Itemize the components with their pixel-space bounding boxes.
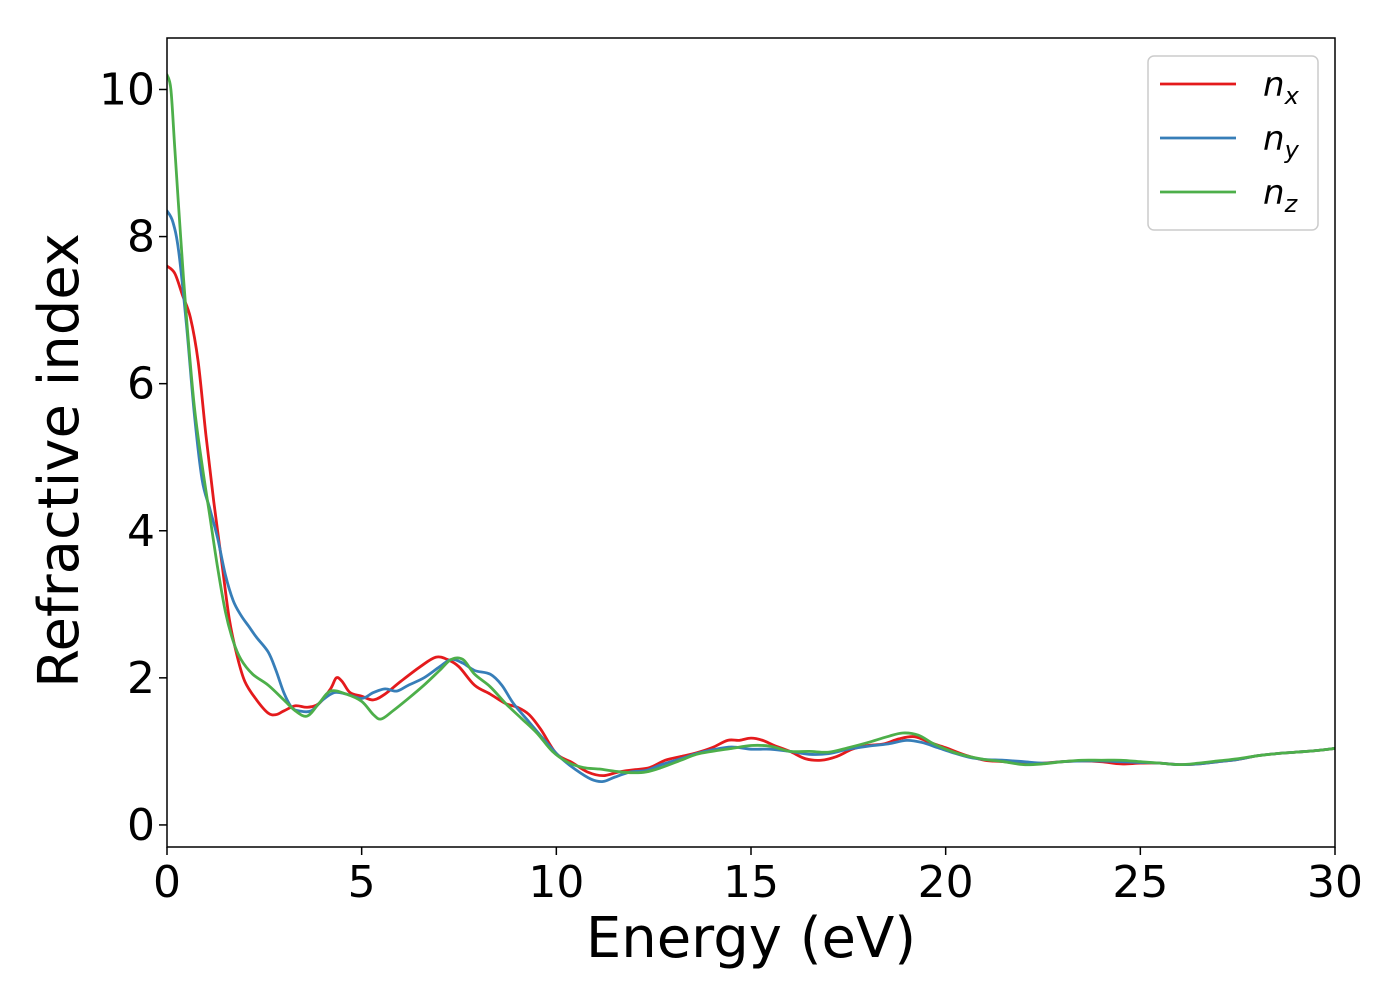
x-tick-label: 10: [528, 857, 584, 908]
legend-label: nx: [1263, 65, 1300, 110]
y-tick-label: 8: [127, 212, 155, 263]
y-axis-ticks: 0 2 4 6 8 10: [99, 64, 167, 851]
y-tick-label: 10: [99, 64, 155, 115]
series-line-x: [167, 264, 1335, 778]
legend-box: [1147, 55, 1319, 231]
series-line-y: [167, 209, 1335, 784]
legend-item-y: ny: [1160, 119, 1300, 164]
x-tick-label: 25: [1112, 857, 1168, 908]
y-tick-label: 6: [127, 359, 155, 410]
series-line-z: [167, 73, 1335, 775]
legend-item-z: nz: [1160, 173, 1299, 218]
x-tick-label: 20: [918, 857, 974, 908]
x-tick-label: 0: [153, 857, 181, 908]
x-axis-title: Energy (eV): [586, 906, 916, 971]
y-axis-title: Refractive index: [27, 233, 92, 688]
series-layer: [167, 73, 1335, 784]
legend-label: ny: [1263, 119, 1300, 164]
legend-label-base: n: [1263, 173, 1285, 213]
y-tick-label: 2: [127, 653, 155, 704]
legend-label-subscript: x: [1284, 82, 1300, 110]
x-tick-label: 30: [1307, 857, 1363, 908]
legend-label-subscript: y: [1284, 136, 1300, 164]
legend-label: nz: [1263, 173, 1299, 218]
x-tick-label: 15: [723, 857, 779, 908]
legend-label-base: n: [1263, 65, 1285, 105]
y-tick-label: 4: [127, 506, 155, 557]
x-axis-ticks: 0 5 10 15 20 25 30: [153, 847, 1363, 908]
x-tick-label: 5: [348, 857, 376, 908]
legend-label-base: n: [1263, 119, 1285, 159]
y-tick-label: 0: [127, 800, 155, 851]
legend-item-x: nx: [1160, 65, 1300, 110]
legend-label-subscript: z: [1284, 190, 1299, 218]
